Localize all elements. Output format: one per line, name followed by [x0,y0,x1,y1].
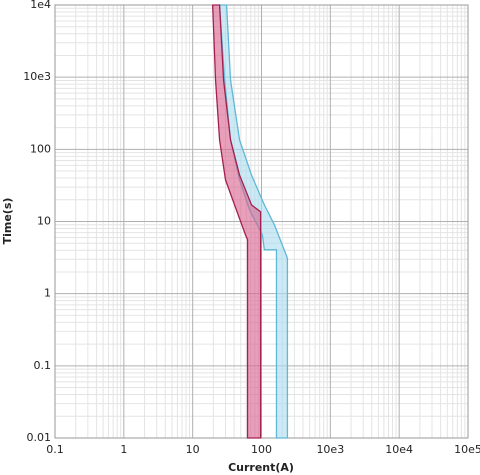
x-tick-label: 100 [251,443,272,456]
y-axis-label: Time(s) [1,198,14,245]
y-tick-label: 1e4 [30,0,51,11]
y-tick-label: 10e3 [23,70,51,83]
band [211,4,262,439]
x-tick-label: 10e3 [316,443,344,456]
plot-border [54,4,469,439]
x-tick-label: 10 [186,443,200,456]
x-tick-label: 0.1 [46,443,64,456]
x-tick-label: 1 [120,443,127,456]
y-tick-label: 0.01 [27,431,52,444]
x-axis-label: Current(A) [228,461,294,474]
y-tick-label: 100 [30,142,51,155]
y-tick-label: 1 [44,287,51,300]
x-tick-label: 10e4 [385,443,413,456]
x-tick-label: 10e5 [454,443,480,456]
y-tick-label: 10 [37,215,51,228]
y-tick-label: 0.1 [34,359,52,372]
